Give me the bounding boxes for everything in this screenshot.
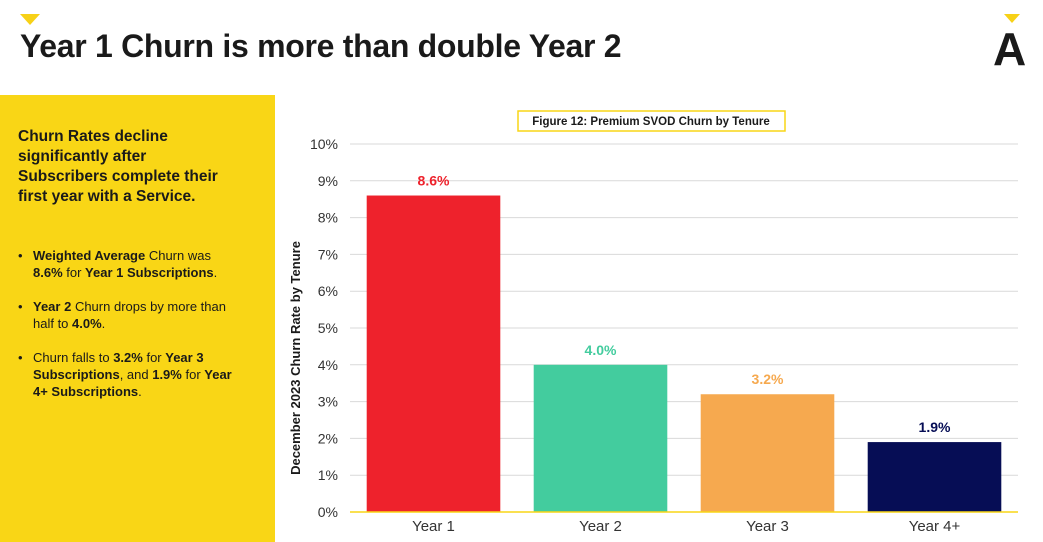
y-tick-label: 6% [318, 283, 338, 299]
y-tick-label: 8% [318, 210, 338, 226]
y-tick-label: 2% [318, 430, 338, 446]
bar-year-3 [700, 394, 835, 512]
figure-title-box [517, 110, 786, 132]
data-label: 3.2% [752, 371, 784, 387]
figure-title: Figure 12: Premium SVOD Churn by Tenure [532, 116, 770, 128]
bullet-text: Churn falls to [33, 350, 114, 365]
bullet-item: Churn falls to 3.2% for Year 3 Subscript… [18, 349, 238, 400]
bullet-list: Weighted Average Churn was 8.6% for Year… [18, 247, 259, 400]
data-labels: 8.6% 4.0% 3.2% 1.9% [418, 173, 951, 436]
bullet-text: for [142, 350, 166, 365]
data-label: 1.9% [919, 419, 951, 435]
bar-year-2 [533, 364, 668, 512]
bar-year-1 [366, 195, 501, 512]
data-label: 8.6% [418, 173, 450, 189]
bullet-text: Churn drops by more than half to [33, 299, 226, 331]
y-tick-labels: 0% 1% 2% 3% 4% 5% 6% 7% 8% 9% 10% [310, 136, 338, 520]
bars [366, 195, 1002, 512]
x-tick-labels: Year 1 Year 2 Year 3 Year 4+ [412, 518, 960, 535]
bullet-emphasis: Year 4+ Subscriptions [33, 367, 232, 399]
y-tick-label: 4% [318, 357, 338, 373]
bullet-text: . [213, 265, 218, 280]
churn-bar-chart: Figure 12: Premium SVOD Churn by Tenure … [288, 110, 1018, 535]
bullet-emphasis: 4.0% [72, 316, 102, 331]
page-title: Year 1 Churn is more than double Year 2 [20, 28, 622, 64]
x-tick-label: Year 2 [579, 518, 622, 535]
y-tick-label: 0% [318, 504, 338, 520]
y-tick-label: 5% [318, 320, 338, 336]
bullet-text: Churn was [145, 248, 211, 263]
bullet-item: Year 2 Churn drops by more than half to … [18, 298, 238, 332]
bullet-text: for [181, 367, 205, 382]
bullet-emphasis: Year 1 Subscriptions [85, 265, 214, 280]
bullet-emphasis: 3.2% [113, 350, 143, 365]
accent-triangle-left [20, 14, 40, 25]
x-tick-label: Year 1 [412, 518, 455, 535]
summary-sidebar: Churn Rates decline significantly after … [0, 95, 275, 542]
bullet-emphasis: 1.9% [152, 367, 182, 382]
data-label: 4.0% [585, 342, 617, 358]
bullet-text: , and [119, 367, 153, 382]
bullet-text: . [138, 384, 142, 399]
y-tick-label: 3% [318, 394, 338, 410]
x-tick-label: Year 3 [746, 518, 789, 535]
bullet-emphasis: 8.6% [33, 265, 63, 280]
bullet-emphasis: Year 3 Subscriptions [33, 350, 204, 382]
x-tick-label: Year 4+ [909, 518, 961, 535]
bar-year-4 [867, 442, 1002, 512]
y-tick-label: 1% [318, 467, 338, 483]
y-axis-label: December 2023 Churn Rate by Tenure [288, 241, 303, 475]
bullet-emphasis: Year 2 [33, 299, 72, 314]
bullet-item: Weighted Average Churn was 8.6% for Year… [18, 247, 238, 281]
y-tick-label: 10% [310, 136, 338, 152]
bullet-text: . [101, 316, 106, 331]
y-tick-label: 9% [318, 173, 338, 189]
accent-triangle-right [1004, 14, 1020, 23]
bullet-emphasis: Weighted Average [33, 248, 146, 263]
brand-logo: A [993, 23, 1027, 75]
bullet-text: for [62, 265, 86, 280]
sidebar-heading: Churn Rates decline significantly after … [18, 128, 218, 205]
y-tick-label: 7% [318, 246, 338, 262]
